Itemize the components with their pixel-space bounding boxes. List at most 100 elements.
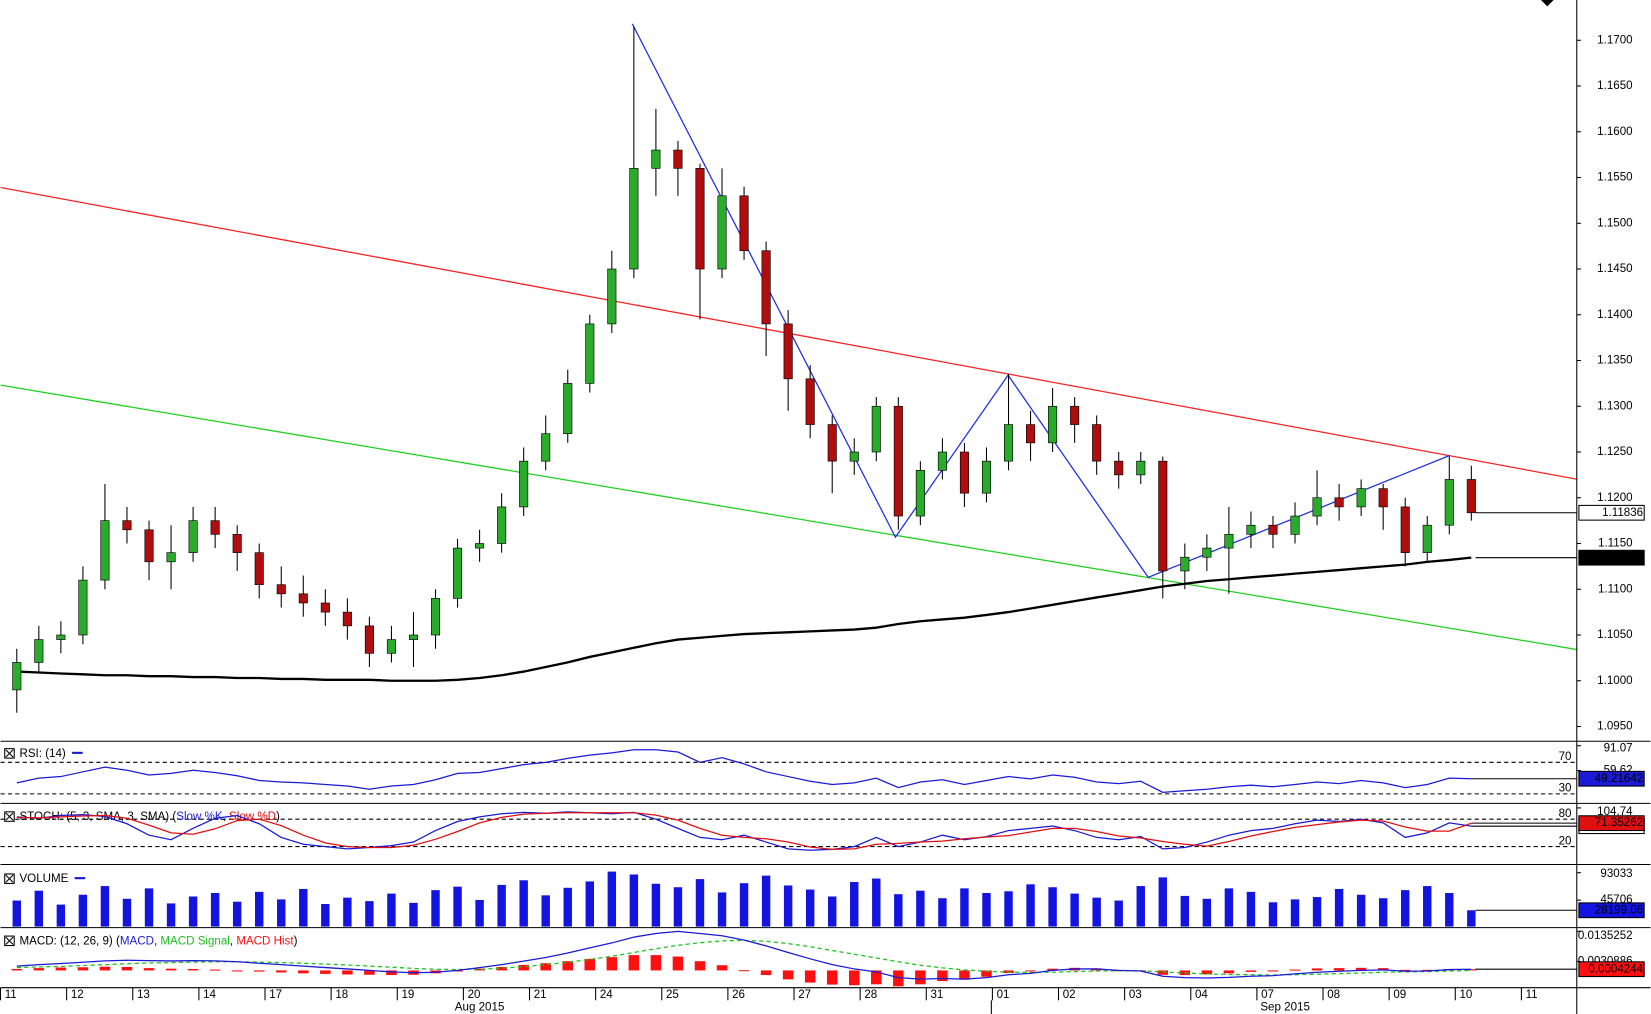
volume-bar (1268, 902, 1278, 927)
series-line (16, 930, 1472, 980)
candle-body (1246, 524, 1256, 535)
candle-body (430, 598, 441, 636)
volume-bar (960, 888, 969, 927)
candle-body (607, 268, 617, 325)
y-tick-label: 1.0950 (1597, 721, 1632, 733)
volume-bar (1092, 897, 1101, 927)
macd-hist (716, 965, 728, 971)
candle-body (541, 433, 551, 462)
value-box-label: 1.11345 (1602, 552, 1643, 564)
macd-hist (540, 963, 551, 971)
volume-bar (850, 882, 859, 927)
macd-hist (231, 970, 243, 972)
candle-body (981, 460, 992, 494)
macd-hist (760, 970, 772, 976)
candle-body (1092, 424, 1102, 462)
candle-body (673, 149, 683, 169)
volume-bar (497, 884, 506, 927)
candle-body (1224, 534, 1234, 549)
macd-hist (672, 956, 684, 971)
volume-bar (805, 889, 815, 927)
level-label: 30 (1559, 783, 1572, 795)
volume-bar (916, 890, 925, 927)
x-tick-label: 11 (1526, 989, 1538, 1001)
macd-hist (1201, 970, 1213, 975)
volume-bar (34, 890, 44, 927)
value-box (1578, 815, 1645, 832)
macd-hist (121, 966, 133, 971)
volume-bar (519, 880, 528, 927)
candle-body (320, 602, 330, 613)
x-tick-label: 09 (1393, 989, 1406, 1001)
volume-bar (828, 896, 837, 927)
legend-punct: ( (169, 811, 176, 823)
pane-title-text: RSI: (14) (19, 748, 65, 760)
pane-toggle-x (5, 812, 14, 821)
macd-hist (386, 970, 397, 976)
x-tick-label: 27 (798, 989, 811, 1001)
volume-bar (343, 897, 352, 927)
volume-bar (717, 892, 727, 927)
candle-body (254, 552, 264, 585)
volume-bar (188, 896, 198, 927)
x-tick-label: 21 (534, 989, 547, 1001)
macd-hist (959, 970, 970, 980)
candle-body (453, 547, 463, 599)
candle-body (408, 634, 419, 640)
candle-body (805, 378, 815, 425)
macd-hist (342, 970, 353, 975)
candle-body (1334, 497, 1344, 508)
candle-body (232, 534, 242, 553)
macd-hist (33, 968, 45, 971)
macd-hist (1025, 970, 1036, 972)
trendline (0, 384, 1577, 651)
value-box-label: 49.21642 (1595, 773, 1643, 785)
legend-punct: , (154, 935, 160, 947)
candle-body (34, 639, 44, 663)
y-tick-label: 1.1300 (1597, 400, 1632, 412)
candle-body (475, 543, 485, 549)
volume-bar (299, 888, 308, 927)
y-tick-label: 93033 (1600, 868, 1632, 880)
volume-bar (1224, 888, 1234, 927)
macd-hist (1399, 969, 1411, 971)
x-tick-label: 13 (137, 989, 150, 1001)
macd-hist (55, 967, 67, 971)
macd-hist (562, 961, 574, 971)
volume-bar (1401, 890, 1410, 927)
candle-body (827, 424, 837, 462)
value-box (1578, 770, 1645, 787)
corner-marker (1540, 0, 1554, 7)
x-tick-label: 11 (5, 989, 17, 1001)
legend-punct: ( (113, 935, 120, 947)
series-line (16, 749, 1472, 793)
candle-body (959, 451, 969, 494)
macd-hist (1311, 968, 1323, 971)
volume-bar (1004, 891, 1013, 927)
y-tick-label: 1.1150 (1598, 538, 1633, 550)
x-tick-label: 26 (732, 989, 745, 1001)
volume-bar (1158, 877, 1168, 927)
candle-body (1356, 488, 1366, 508)
candle-body (298, 593, 308, 604)
volume-bar (695, 879, 705, 927)
candle-body (1378, 488, 1388, 508)
month-label: Sep 2015 (1260, 1002, 1310, 1014)
candle-body (342, 611, 352, 627)
legend-entry: MACD Hist (236, 935, 294, 947)
macd-hist (209, 969, 221, 971)
candle-body (56, 634, 66, 640)
volume-bar (475, 899, 484, 927)
x-tick-label: 01 (997, 989, 1010, 1001)
volume-bar (321, 904, 330, 927)
y-tick-label: 1.1250 (1597, 446, 1632, 458)
macd-hist (848, 970, 860, 986)
candle-body (1158, 460, 1168, 572)
volume-bar (673, 887, 683, 927)
pane-toggle-x (5, 936, 14, 945)
legend-punct: ) (294, 935, 298, 947)
volume-bar (166, 903, 176, 927)
candle-body (122, 520, 132, 531)
pane-toggle-x (5, 749, 14, 758)
